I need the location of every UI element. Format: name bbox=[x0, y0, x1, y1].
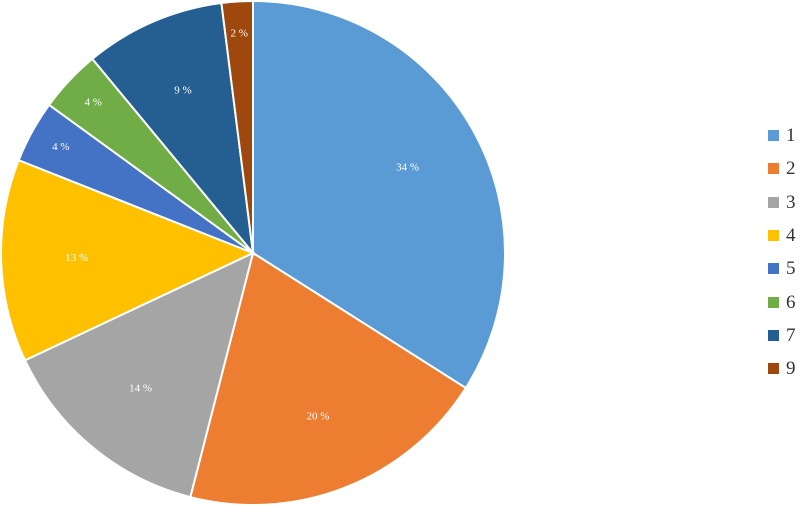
pie-slice-1 bbox=[252, 0, 506, 390]
legend-swatch-9 bbox=[768, 363, 779, 375]
legend-item-2: 2 bbox=[768, 152, 796, 185]
legend-swatch-6 bbox=[768, 296, 779, 308]
legend-swatch-3 bbox=[768, 196, 779, 208]
legend-item-5: 5 bbox=[768, 252, 796, 285]
legend-item-6: 6 bbox=[768, 285, 796, 318]
legend-swatch-1 bbox=[768, 130, 779, 142]
pie-slice-3 bbox=[23, 251, 255, 499]
pie-slice-9 bbox=[220, 0, 254, 254]
legend-item-1: 1 bbox=[768, 119, 796, 152]
data-label-3: 14 % bbox=[129, 382, 152, 394]
legend-item-3: 3 bbox=[768, 186, 796, 219]
legend-swatch-5 bbox=[768, 263, 779, 275]
legend-item-7: 7 bbox=[768, 319, 796, 352]
data-label-5: 4 % bbox=[52, 141, 69, 153]
legend-swatch-7 bbox=[768, 329, 779, 341]
legend-label: 6 bbox=[786, 291, 796, 313]
legend-label: 9 bbox=[786, 358, 796, 380]
data-label-9: 2 % bbox=[231, 28, 248, 40]
legend-label: 4 bbox=[786, 225, 796, 247]
pie-slice-7 bbox=[90, 1, 255, 257]
legend: 1 2 3 4 5 6 7 9 bbox=[768, 119, 796, 385]
legend-label: 1 bbox=[786, 125, 796, 147]
data-label-2: 20 % bbox=[306, 411, 329, 423]
legend-label: 7 bbox=[786, 324, 796, 346]
data-label-6: 4 % bbox=[84, 96, 101, 108]
legend-swatch-4 bbox=[768, 230, 779, 242]
data-label-7: 9 % bbox=[174, 85, 191, 97]
data-label-1: 34 % bbox=[396, 162, 419, 174]
data-label-4: 13 % bbox=[65, 252, 88, 264]
legend-label: 2 bbox=[786, 158, 796, 180]
pie-slice-2 bbox=[189, 251, 468, 506]
legend-item-9: 9 bbox=[768, 352, 796, 385]
legend-label: 3 bbox=[786, 191, 796, 213]
legend-swatch-2 bbox=[768, 163, 779, 175]
pie-slice-4 bbox=[0, 158, 256, 362]
legend-label: 5 bbox=[786, 258, 796, 280]
legend-item-4: 4 bbox=[768, 219, 796, 252]
